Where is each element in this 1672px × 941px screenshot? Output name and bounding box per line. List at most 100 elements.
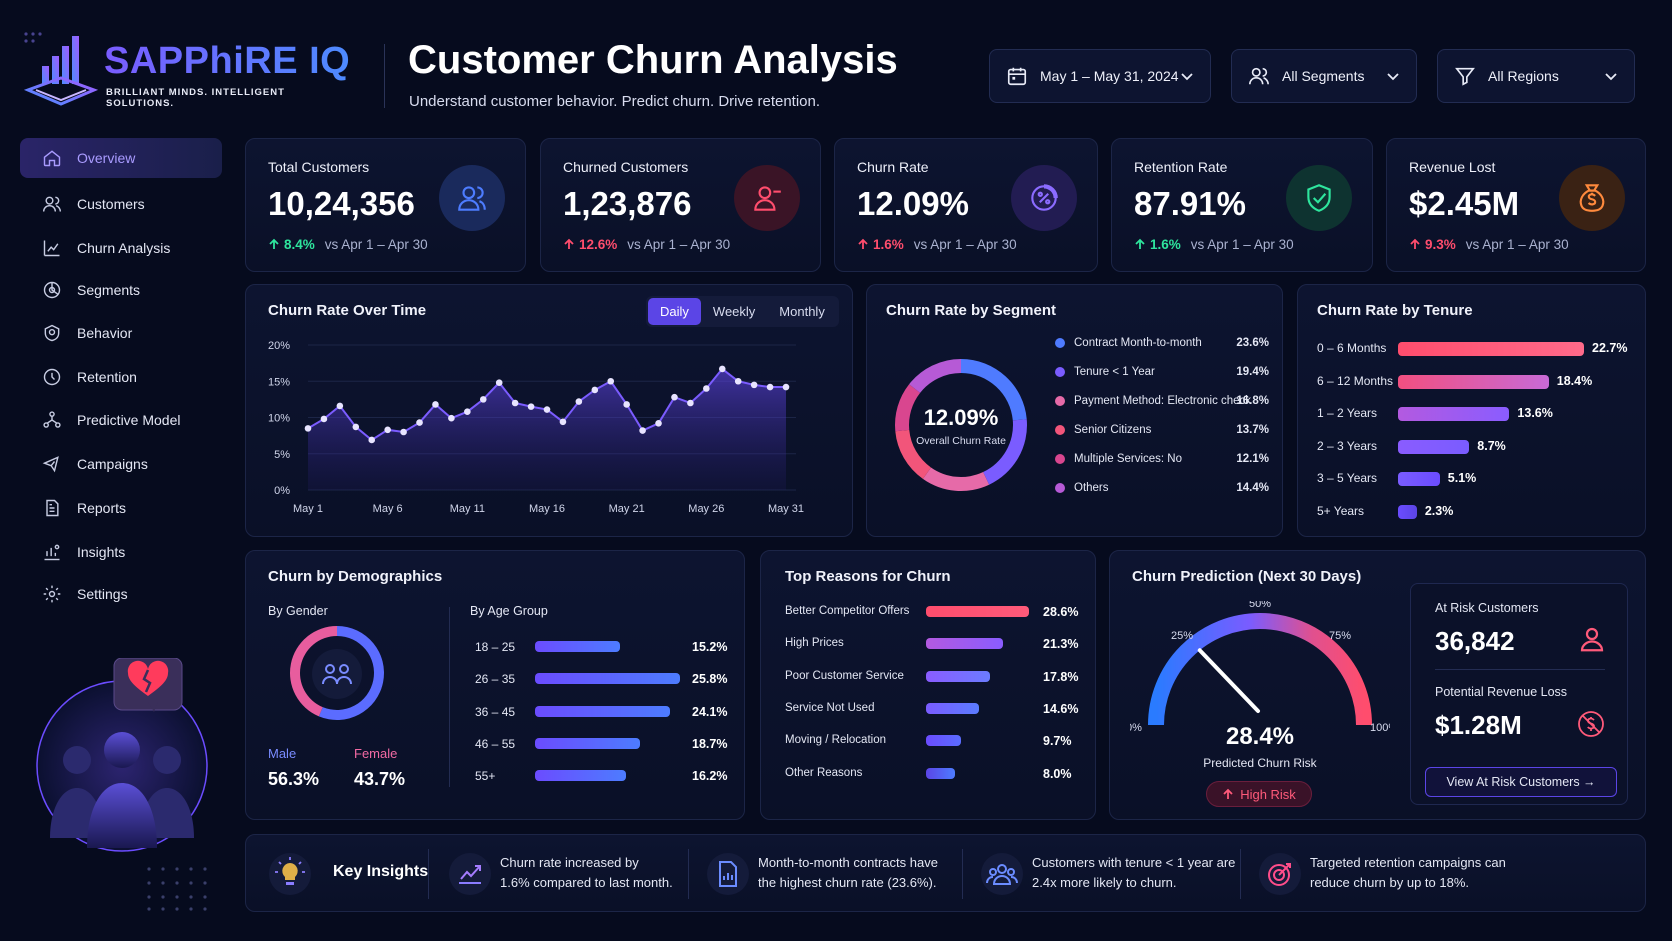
legend-label: Payment Method: Electronic check [1074,395,1252,407]
legend-dot [1055,396,1065,406]
kpi-label: Retention Rate [1134,159,1228,175]
bar-label: 36 – 45 [475,704,516,719]
lightbulb-icon [269,853,311,895]
insight-line: 1.6% compared to last month. [500,875,673,890]
data-point [448,414,455,422]
kpi-change: 1.6% vs Apr 1 – Apr 30 [857,237,1017,252]
x-tick-label: May 6 [373,503,403,515]
sidebar-item-overview[interactable]: Overview [20,138,222,178]
page-title: Customer Churn Analysis [408,38,898,82]
legend-value: 12.1% [1236,453,1269,465]
sidebar-item-settings[interactable]: Settings [20,574,222,614]
sidebar-item-reports[interactable]: Reports [20,488,222,528]
data-point [495,379,503,386]
bar [926,606,1029,617]
kpi-icon-badge [1286,165,1352,231]
legend-item: Tenure < 1 Year 19.4% [1055,366,1269,378]
report-icon [46,499,59,517]
churn-over-time-card: Churn Rate Over Time Daily Weekly Monthl… [245,284,853,537]
date-filter[interactable]: May 1 – May 31, 2024 [989,49,1211,103]
sidebar-item-predictive-model[interactable]: Predictive Model [20,400,222,440]
sidebar-item-label: Customers [77,196,145,212]
toggle-monthly[interactable]: Monthly [779,304,825,319]
kpi-icon-badge [439,165,505,231]
sidebar-item-customers[interactable]: Customers [20,184,222,224]
kpi-value: $2.45M [1409,185,1520,222]
churn-prediction-card: Churn Prediction (Next 30 Days) 0% 25% 50%… [1109,550,1646,820]
gear-icon [43,585,61,603]
kpi-value: 87.91% [1134,185,1246,222]
segment-donut-chart [895,359,1027,491]
donut-slice [983,419,1027,485]
money-bag-icon [1579,184,1605,212]
toggle-weekly[interactable]: Weekly [712,304,756,319]
donut-center-label: Overall Churn Rate [916,435,1006,447]
bar [535,641,621,652]
bar-value: 25.8% [692,672,728,687]
legend-label: Multiple Services: No [1074,453,1183,465]
sidebar-item-label: Overview [77,150,136,166]
y-tick-label: 20% [268,340,290,352]
toggle-daily[interactable]: Daily [648,298,701,325]
x-tick-label: May 26 [688,503,724,515]
sidebar-item-label: Predictive Model [77,412,181,428]
bar-value: 22.7% [1592,341,1628,355]
filter-icon [1455,67,1475,86]
bar-label: 6 – 12 Months [1317,373,1394,388]
gauge-tick-label: 25% [1171,630,1193,642]
kpi-change: 9.3% vs Apr 1 – Apr 30 [1409,237,1569,252]
kpi-label: Churn Rate [857,159,929,175]
sidebar-item-retention[interactable]: Retention [20,357,222,397]
gender-center-icon [312,649,362,699]
kpi-label: Total Customers [268,159,370,175]
gauge-needle [1197,648,1260,713]
bar-label: Moving / Relocation [785,734,886,747]
header-divider [384,44,385,108]
x-tick-label: May 11 [450,503,485,515]
insight-item: Targeted retention campaigns can reduce c… [1310,853,1506,893]
kpi-change-value: 12.6% [579,237,618,252]
bar [926,767,955,779]
user-alert-icon [1580,627,1604,652]
insight-divider [428,849,429,899]
donut-slice [961,359,1027,421]
insight-line: reduce churn by up to 18%. [1310,875,1469,890]
region-filter[interactable]: All Regions [1437,49,1635,103]
card-title: Churn Rate by Segment [886,302,1057,319]
sidebar-item-churn-analysis[interactable]: Churn Analysis [20,228,222,268]
kpi-compare: vs Apr 1 – Apr 30 [1465,237,1569,252]
arrow-up-icon [858,238,868,249]
legend-dot [1055,483,1065,493]
sidebar-item-label: Insights [77,544,126,560]
view-at-risk-button[interactable]: View At Risk Customers → [1425,767,1617,797]
y-tick-label: 10% [268,413,290,425]
sidebar-item-label: Campaigns [77,456,148,472]
people-icon [322,664,352,685]
bar-label: Other Reasons [785,766,863,779]
data-point [671,393,678,401]
kpi-card-churn-rate: Churn Rate 12.09% 1.6% vs Apr 1 – Apr 30 [834,138,1098,272]
data-point [734,377,742,385]
sidebar-item-behavior[interactable]: Behavior [20,313,222,353]
legend-value: 16.8% [1236,395,1269,407]
kpi-compare: vs Apr 1 – Apr 30 [627,237,731,252]
legend-value: 13.7% [1236,424,1269,436]
x-tick-label: May 21 [609,503,645,515]
users-icon [458,186,486,211]
kpi-change: 8.4% vs Apr 1 – Apr 30 [268,237,428,252]
revenue-loss-value: $1.28M [1435,710,1522,740]
sidebar-item-label: Reports [77,500,127,516]
legend-item: Multiple Services: No 12.1% [1055,453,1269,465]
bar-label: 1 – 2 Years [1317,406,1378,420]
sidebar-item-insights[interactable]: Insights [20,532,222,572]
churn-line-chart: 20% 15% 10% 5% 0%May 1 May 6 May 11 May 16 May 2… [268,340,804,515]
data-point [543,406,551,413]
segment-filter[interactable]: All Segments [1231,49,1417,103]
behavior-icon [44,324,60,342]
data-point [432,401,439,408]
sidebar-item-segments[interactable]: Segments [20,270,222,310]
sidebar-item-campaigns[interactable]: Campaigns [20,444,222,484]
legend-dot [1055,338,1065,348]
bar [535,673,680,685]
kpi-card-retention-rate: Retention Rate 87.91% 1.6% vs Apr 1 – Apr 3… [1111,138,1373,272]
